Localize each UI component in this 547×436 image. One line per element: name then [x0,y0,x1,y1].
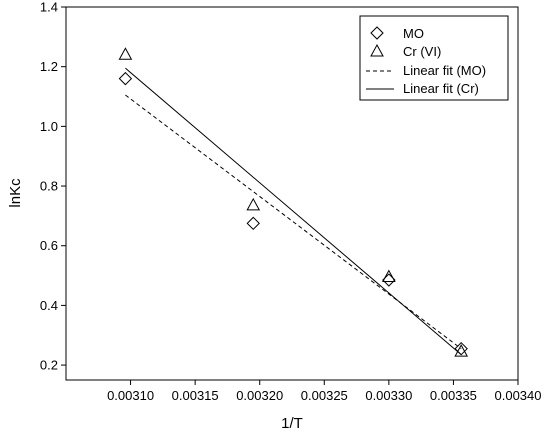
legend-mo-label: MO [403,26,424,41]
y-tick-label: 0.8 [40,179,58,194]
legend-mo-marker [370,26,384,40]
legend-box [359,15,509,101]
point-mo [454,341,468,356]
x-tick-label: 0.00320 [236,388,283,403]
x-tick-label: 0.00310 [107,388,154,403]
point-mo [118,71,133,86]
point-cr [246,197,261,211]
y-axis-ticks: 0.2 0.4 0.6 0.8 1.0 1.2 1.4 [40,0,66,373]
legend-cr-label: Cr (VI) [403,44,441,59]
x-tick-label: 0.00315 [172,388,219,403]
x-tick-label: 0.00340 [495,388,542,403]
data-points [118,47,469,357]
x-tick-label: 0.00330 [365,388,412,403]
y-axis-label: lnKc [7,178,24,208]
point-mo [246,216,260,231]
plot-frame [65,6,519,381]
point-cr [382,269,396,283]
x-tick-label: 0.00325 [301,388,348,403]
fit-line-mo [125,94,462,350]
x-axis-ticks: 0.00310 0.00315 0.00320 0.00325 0.00330 0.003… [107,380,542,403]
y-tick-label: 1.2 [40,59,58,74]
legend-cr-marker [370,43,384,57]
legend-fit-cr-label: Linear fit (Cr) [403,81,479,96]
y-tick-label: 1.4 [40,0,58,15]
y-tick-label: 0.6 [40,238,58,253]
point-mo [382,273,396,287]
legend: MO Cr (VI) Linear fit (MO) Linear fit (C… [359,15,509,101]
legend-fit-mo-label: Linear fit (MO) [403,63,486,78]
fit-line-cr [125,67,462,356]
y-tick-label: 0.4 [40,298,58,313]
y-tick-label: 1.0 [40,119,58,134]
y-tick-label: 0.2 [40,358,58,373]
x-tick-label: 0.00335 [430,388,477,403]
point-cr [118,47,133,60]
x-axis-label: 1/T [281,415,303,432]
fit-lines [125,67,462,356]
point-cr [454,344,469,357]
